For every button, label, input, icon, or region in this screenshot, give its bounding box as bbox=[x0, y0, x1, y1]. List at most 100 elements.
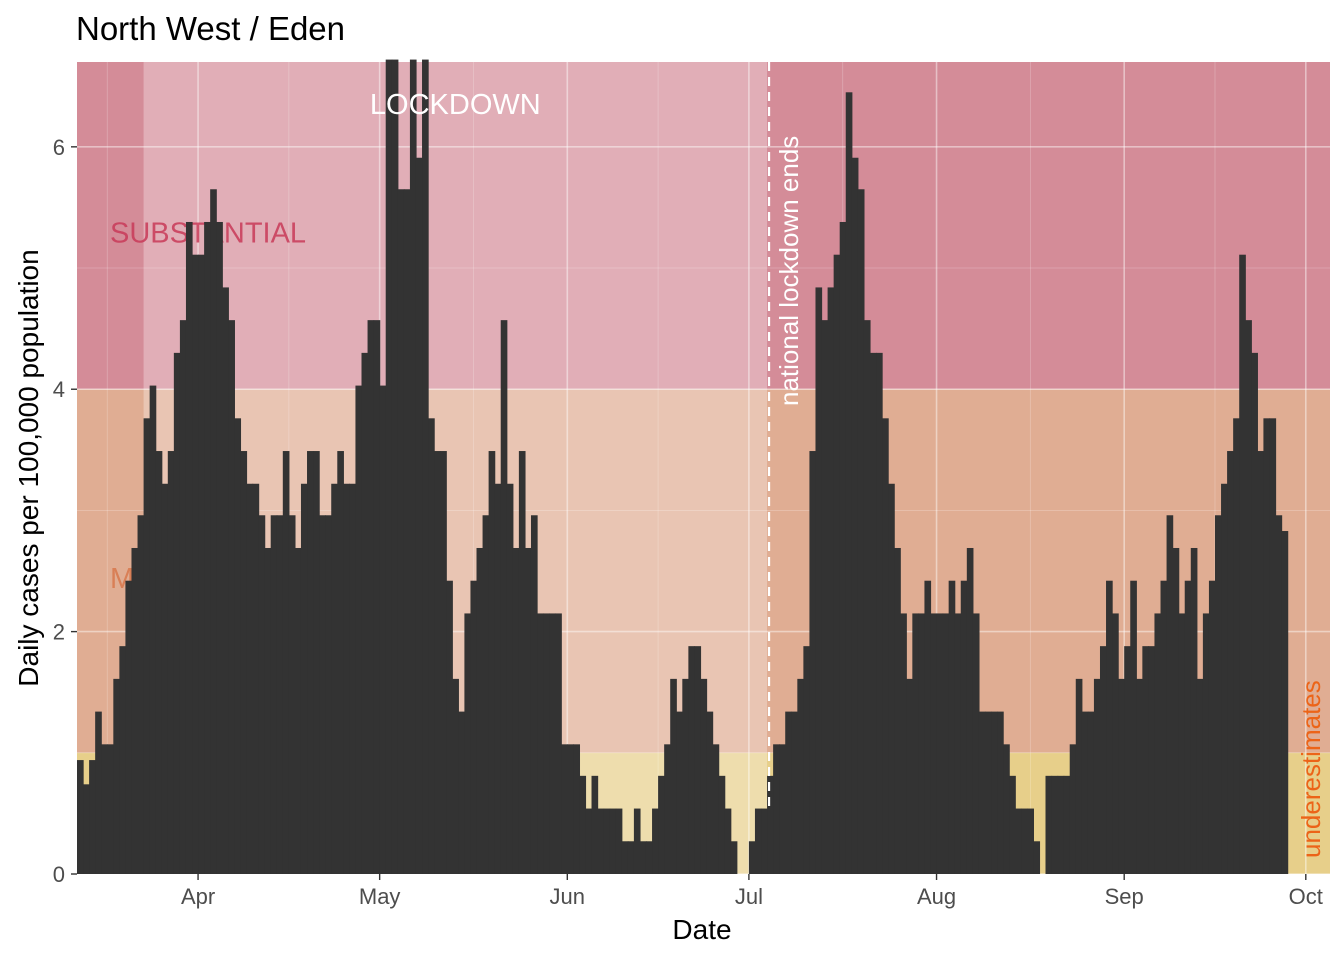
bar bbox=[1172, 547, 1180, 874]
bar bbox=[936, 613, 944, 874]
bar bbox=[537, 613, 544, 874]
bar bbox=[1136, 678, 1143, 874]
bar bbox=[942, 613, 950, 874]
bar bbox=[863, 320, 871, 874]
bar bbox=[633, 808, 641, 874]
plot-panel: SUBSTANTIALMLOCKDOWNnational lockdown en… bbox=[77, 59, 1330, 875]
bar bbox=[543, 613, 550, 874]
bar bbox=[379, 385, 387, 874]
bar bbox=[294, 547, 302, 874]
bar bbox=[567, 744, 574, 874]
bar bbox=[664, 744, 671, 874]
bar bbox=[676, 711, 683, 874]
bar bbox=[591, 775, 599, 874]
bar bbox=[821, 320, 829, 874]
x-tick-label: Sep bbox=[1105, 884, 1144, 909]
bar bbox=[1233, 418, 1240, 874]
bar bbox=[900, 613, 907, 874]
bar bbox=[488, 451, 496, 874]
x-tick-label: Oct bbox=[1289, 884, 1323, 909]
bar bbox=[579, 775, 587, 874]
bar bbox=[494, 483, 502, 874]
lockdown-end-label: national lockdown ends bbox=[774, 136, 804, 406]
bar bbox=[615, 808, 623, 874]
bar bbox=[978, 711, 986, 874]
chart-title: North West / Eden bbox=[76, 10, 345, 47]
bar bbox=[761, 808, 768, 874]
bar bbox=[500, 320, 508, 874]
bar bbox=[101, 744, 108, 874]
bar bbox=[712, 744, 720, 874]
bar bbox=[258, 515, 266, 874]
bar bbox=[143, 418, 151, 874]
bar bbox=[1269, 418, 1277, 874]
bar bbox=[603, 808, 611, 874]
bar bbox=[1196, 678, 1204, 874]
bar bbox=[670, 678, 677, 874]
bar bbox=[652, 808, 659, 874]
bar bbox=[313, 451, 320, 874]
bar bbox=[446, 580, 453, 874]
bar bbox=[149, 385, 157, 874]
bar bbox=[331, 483, 338, 874]
bar bbox=[216, 221, 223, 874]
bar bbox=[767, 775, 774, 874]
bar bbox=[803, 646, 811, 874]
bar bbox=[464, 613, 472, 874]
bar bbox=[773, 744, 780, 874]
bar bbox=[1190, 547, 1198, 874]
bar bbox=[1160, 580, 1168, 874]
bar bbox=[894, 547, 901, 874]
bar bbox=[1257, 451, 1265, 874]
bar bbox=[960, 580, 968, 874]
y-axis-title: Daily cases per 100,000 population bbox=[13, 249, 44, 686]
bar bbox=[621, 841, 629, 874]
bar bbox=[924, 580, 932, 874]
bar bbox=[155, 451, 163, 874]
bar bbox=[204, 221, 211, 874]
bar bbox=[343, 483, 350, 874]
bar bbox=[1069, 744, 1077, 874]
bar bbox=[1057, 775, 1065, 874]
bar bbox=[198, 254, 205, 875]
bar bbox=[1051, 775, 1059, 874]
bar bbox=[1202, 613, 1210, 874]
bar bbox=[948, 580, 956, 874]
bar bbox=[1239, 254, 1246, 875]
underestimates-label: underestimates bbox=[1296, 680, 1326, 858]
bar bbox=[240, 451, 248, 874]
bar bbox=[833, 254, 841, 875]
bar bbox=[222, 287, 229, 874]
bar bbox=[95, 711, 102, 874]
bar bbox=[682, 678, 689, 874]
bar bbox=[984, 711, 992, 874]
bar bbox=[107, 744, 114, 874]
bar bbox=[754, 808, 762, 874]
bar bbox=[906, 678, 913, 874]
bar bbox=[997, 711, 1004, 874]
bar bbox=[785, 711, 792, 874]
x-tick-label: Aug bbox=[917, 884, 956, 909]
bar bbox=[1045, 775, 1053, 874]
bar bbox=[1063, 775, 1071, 874]
bar bbox=[1227, 451, 1234, 874]
bar bbox=[930, 613, 938, 874]
bar bbox=[185, 221, 193, 874]
bar bbox=[524, 547, 532, 874]
bar bbox=[1208, 580, 1216, 874]
x-axis: Apr May Jun Jul Aug Sep Oct bbox=[181, 874, 1323, 909]
bar bbox=[518, 451, 526, 874]
bar bbox=[639, 841, 647, 874]
bar bbox=[530, 515, 538, 874]
bar bbox=[337, 451, 344, 874]
bar bbox=[458, 711, 466, 874]
bar bbox=[609, 808, 617, 874]
bars bbox=[77, 59, 1289, 875]
bar bbox=[797, 678, 804, 874]
bar bbox=[77, 760, 84, 874]
bar bbox=[1245, 320, 1252, 874]
bar bbox=[1251, 352, 1258, 874]
bar bbox=[688, 646, 696, 874]
bar bbox=[706, 711, 714, 874]
